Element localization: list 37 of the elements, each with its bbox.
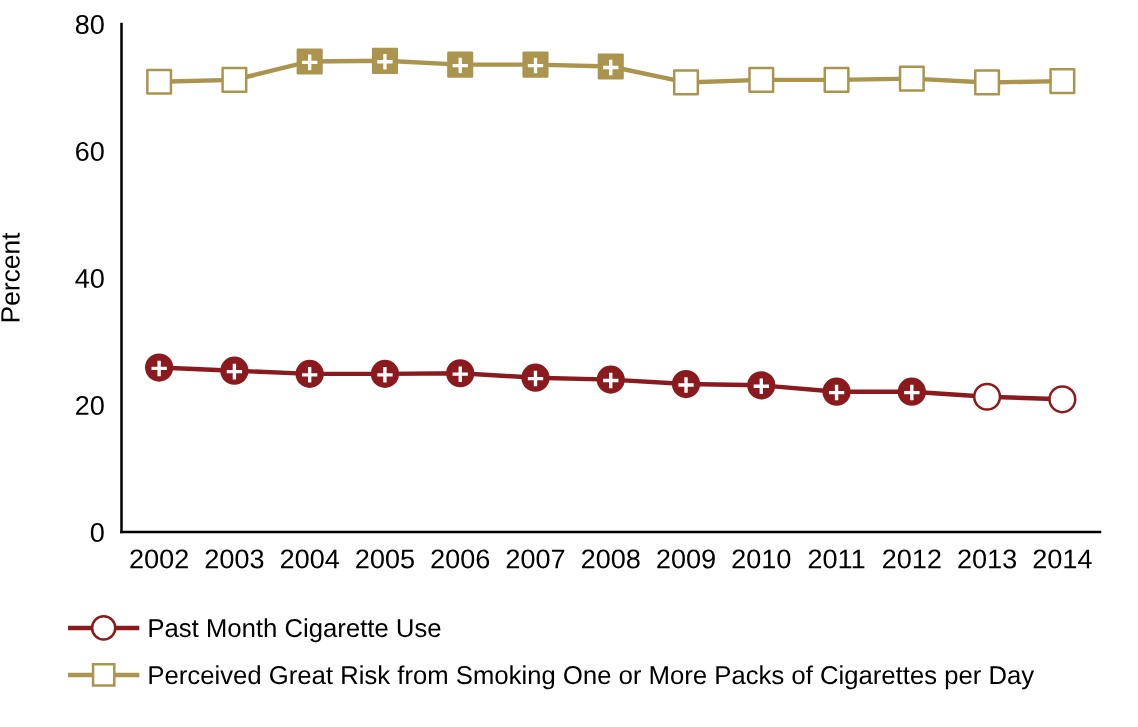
annotation: +: [226, 363, 243, 380]
x-tick-label: 2008: [581, 549, 640, 569]
annotation: +: [753, 378, 769, 394]
annotation: +: [452, 366, 468, 382]
annotation: +: [678, 377, 694, 393]
x-tick-label: 2013: [958, 549, 1017, 569]
x-tick-label: 2009: [657, 549, 715, 569]
x-tick-label: 2014: [1033, 549, 1092, 569]
y-tick-label: 80: [75, 14, 104, 35]
y-tick-label: 60: [76, 141, 104, 162]
annotation: +: [828, 384, 845, 401]
annotation: +: [302, 367, 318, 383]
annotation: +: [452, 57, 468, 74]
x-tick-label: 2003: [205, 549, 264, 569]
legend-label: Perceived Great Risk from Smoking One or More Packs of Cigarettes per Day: [149, 665, 1035, 690]
annotation: +: [377, 367, 393, 383]
x-tick-label: 2007: [506, 549, 565, 569]
y-tick-label: 40: [75, 268, 104, 289]
x-tick-label: 2005: [356, 549, 414, 569]
annotation: +: [603, 59, 619, 76]
x-tick-label: 2010: [732, 549, 791, 569]
annotation: +: [377, 53, 393, 70]
x-tick-label: 2011: [808, 549, 865, 569]
annotation: +: [904, 384, 920, 401]
y-tick-label: 0: [90, 522, 104, 543]
legend-label: Past Month Cigarette Use: [149, 618, 441, 643]
annotation: +: [151, 360, 167, 377]
y-axis-title: Percent: [1, 232, 20, 322]
y-tick-label: 20: [76, 395, 104, 416]
x-tick-label: 2004: [280, 549, 340, 569]
x-tick-label: 2012: [883, 549, 941, 569]
x-tick-label: 2002: [130, 549, 188, 569]
x-tick-label: 2006: [431, 549, 490, 569]
annotation: +: [302, 54, 318, 71]
annotation: +: [527, 370, 544, 387]
annotation: +: [603, 372, 619, 389]
annotation: +: [527, 57, 544, 74]
